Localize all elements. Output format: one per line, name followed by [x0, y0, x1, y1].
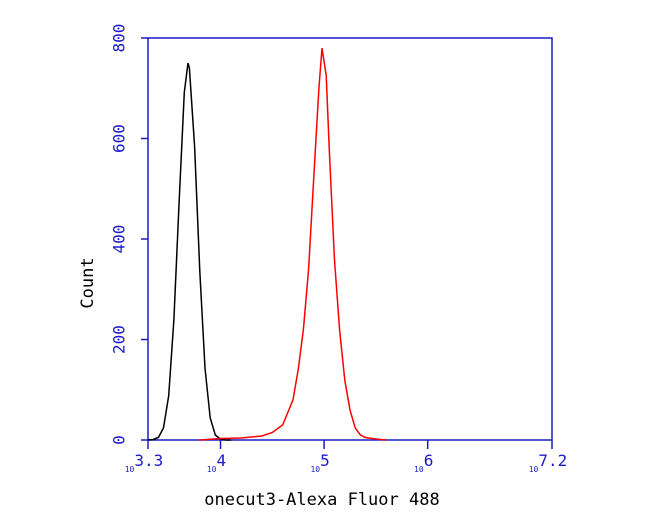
x-tick-exponent: 3.3 [134, 451, 163, 470]
x-tick-exponent: 4 [217, 451, 227, 470]
x-tick-label: 104 [207, 451, 226, 474]
y-tick-label: 600 [110, 124, 129, 153]
x-tick-base: 10 [414, 465, 424, 474]
plot-frame [147, 37, 553, 441]
x-tick-exponent: 6 [424, 451, 434, 470]
x-tick-base: 10 [125, 465, 135, 474]
y-axis-label: Count [78, 257, 98, 308]
x-tick-exponent: 7.2 [538, 451, 567, 470]
y-tick-label: 200 [110, 325, 129, 354]
x-tick-label: 107.2 [529, 451, 568, 474]
x-tick-label: 105 [310, 451, 329, 474]
x-tick-base: 10 [529, 465, 539, 474]
x-tick-exponent: 5 [320, 451, 330, 470]
histogram-line [147, 62, 231, 441]
x-tick-label: 106 [414, 451, 433, 474]
x-tick-base: 10 [310, 465, 320, 474]
x-tick-label: 103.3 [125, 451, 164, 474]
y-tick-label: 0 [110, 435, 129, 445]
y-tick-label: 400 [110, 225, 129, 254]
y-tick-label: 800 [110, 24, 129, 53]
histogram-line [199, 47, 387, 441]
x-axis-label: onecut3-Alexa Fluor 488 [204, 490, 439, 510]
x-tick-base: 10 [207, 465, 217, 474]
